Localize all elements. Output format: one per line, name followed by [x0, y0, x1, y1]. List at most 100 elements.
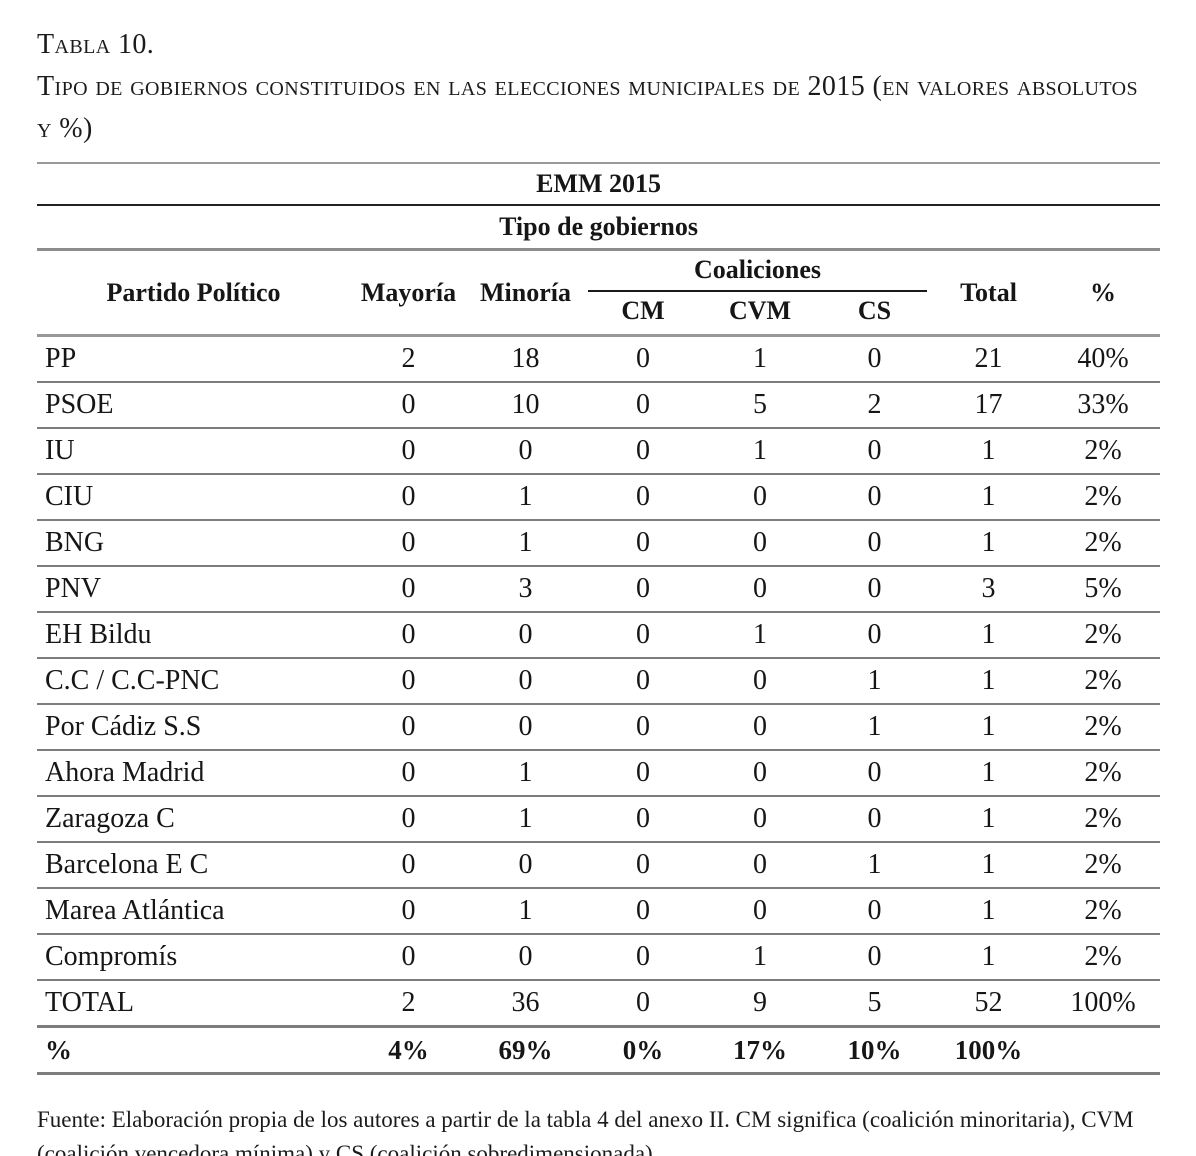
table-row-pp: PP 2 18 0 1 0 21 40% [37, 334, 1161, 382]
cell-cvm: 0 [702, 795, 818, 842]
cell-party: BNG [37, 519, 350, 566]
cell-total: 1 [931, 473, 1046, 520]
cell-cm: 0 [584, 519, 702, 566]
cell-minoria: 0 [467, 611, 584, 658]
cell-minoria: 0 [467, 933, 584, 980]
cell-cs: 0 [818, 565, 931, 612]
cell-party: TOTAL [37, 979, 350, 1027]
cell-cvm: 17% [702, 1025, 818, 1074]
table-row-section: Tipo de gobiernos [37, 205, 1161, 251]
cell-pct [1046, 1025, 1161, 1074]
cell-pct: 2% [1046, 795, 1161, 842]
table-row-ahora-madrid: Ahora Madrid 0 1 0 0 0 1 2% [37, 749, 1161, 796]
col-header-cs: CS [857, 296, 892, 325]
cell-party: Por Cádiz S.S [37, 703, 350, 750]
cell-cm: 0 [584, 657, 702, 704]
cell-party: IU [37, 427, 350, 474]
cell-minoria: 1 [467, 887, 584, 934]
cell-party: PNV [37, 565, 350, 612]
cell-cvm: 1 [702, 427, 818, 474]
cell-mayoria: 0 [350, 565, 467, 612]
cell-cs: 0 [818, 795, 931, 842]
cell-cvm: 0 [702, 473, 818, 520]
cell-cvm: 0 [702, 887, 818, 934]
cell-pct: 2% [1046, 841, 1161, 888]
cell-cm: 0 [584, 427, 702, 474]
cell-party: EH Bildu [37, 611, 350, 658]
cell-pct: 2% [1046, 887, 1161, 934]
header-row-2: CM CVM CS [37, 296, 1160, 336]
cell-mayoria: 0 [350, 795, 467, 842]
cell-total: 1 [931, 795, 1046, 842]
cell-pct: 2% [1046, 427, 1161, 474]
table-caption: Tabla 10. Tipo de gobiernos constituidos… [37, 24, 1160, 150]
cell-cm: 0 [584, 887, 702, 934]
cell-total: 1 [931, 933, 1046, 980]
cell-cvm: 0 [702, 519, 818, 566]
cell-cs: 5 [818, 979, 931, 1027]
table-row-emm: EMM 2015 [37, 163, 1161, 206]
cell-pct: 2% [1046, 519, 1161, 566]
cell-party: Compromís [37, 933, 350, 980]
cell-mayoria: 0 [350, 381, 467, 428]
cell-total: 3 [931, 565, 1046, 612]
cell-cm: 0 [584, 381, 702, 428]
cell-cm: 0 [584, 565, 702, 612]
table-row-compromis: Compromís 0 0 0 1 0 1 2% [37, 933, 1161, 980]
cell-cvm: 0 [702, 565, 818, 612]
cell-party: Marea Atlántica [37, 887, 350, 934]
table-row-pnv: PNV 0 3 0 0 0 3 5% [37, 565, 1161, 612]
cell-cm: 0 [584, 841, 702, 888]
col-header-partido: Partido Político [106, 277, 281, 307]
cell-minoria: 1 [467, 473, 584, 520]
table-row-percent: % 4% 69% 0% 17% 10% 100% [37, 1025, 1161, 1074]
table-caption-text: Tipo de gobiernos constituidos en las el… [37, 71, 1139, 144]
cell-cs: 1 [818, 703, 931, 750]
cell-total: 1 [931, 749, 1046, 796]
table-row-marea: Marea Atlántica 0 1 0 0 0 1 2% [37, 887, 1161, 934]
cell-party: % [37, 1025, 350, 1074]
table-row-cc-ccpnc: C.C / C.C-PNC 0 0 0 0 1 1 2% [37, 657, 1161, 704]
cell-mayoria: 0 [350, 473, 467, 520]
table-row-ciu: CIU 0 1 0 0 0 1 2% [37, 473, 1161, 520]
table-row-barcelona: Barcelona E C 0 0 0 0 1 1 2% [37, 841, 1161, 888]
cell-cm: 0 [584, 979, 702, 1027]
table-row-psoe: PSOE 0 10 0 5 2 17 33% [37, 381, 1161, 428]
cell-cs: 10% [818, 1025, 931, 1074]
cell-minoria: 10 [467, 381, 584, 428]
cell-total: 1 [931, 703, 1046, 750]
cell-mayoria: 0 [350, 887, 467, 934]
cell-total: 17 [931, 381, 1046, 428]
cell-party: CIU [37, 473, 350, 520]
cell-minoria: 0 [467, 427, 584, 474]
cell-minoria: 0 [467, 841, 584, 888]
cell-party: C.C / C.C-PNC [37, 657, 350, 704]
cell-cs: 1 [818, 841, 931, 888]
cell-pct: 33% [1046, 381, 1161, 428]
cell-mayoria: 0 [350, 611, 467, 658]
header-row-1: Partido Político Mayoría Minoría Coalici… [37, 250, 1160, 307]
section-title: Tipo de gobiernos [37, 205, 1161, 251]
cell-cs: 1 [818, 657, 931, 704]
cell-cvm: 0 [702, 749, 818, 796]
cell-minoria: 1 [467, 519, 584, 566]
cell-cm: 0 [584, 933, 702, 980]
cell-cm: 0 [584, 611, 702, 658]
cell-cvm: 9 [702, 979, 818, 1027]
cell-minoria: 3 [467, 565, 584, 612]
cell-minoria: 69% [467, 1025, 584, 1074]
cell-total: 1 [931, 657, 1046, 704]
cell-total: 100% [931, 1025, 1046, 1074]
cell-cm: 0 [584, 703, 702, 750]
col-header-pct: % [1090, 277, 1117, 307]
cell-pct: 2% [1046, 933, 1161, 980]
cell-mayoria: 0 [350, 427, 467, 474]
cell-cm: 0 [584, 749, 702, 796]
cell-party: Barcelona E C [37, 841, 350, 888]
col-header-cm: CM [621, 296, 665, 325]
cell-minoria: 1 [467, 749, 584, 796]
cell-mayoria: 4% [350, 1025, 467, 1074]
cell-cs: 0 [818, 334, 931, 382]
cell-cs: 0 [818, 611, 931, 658]
